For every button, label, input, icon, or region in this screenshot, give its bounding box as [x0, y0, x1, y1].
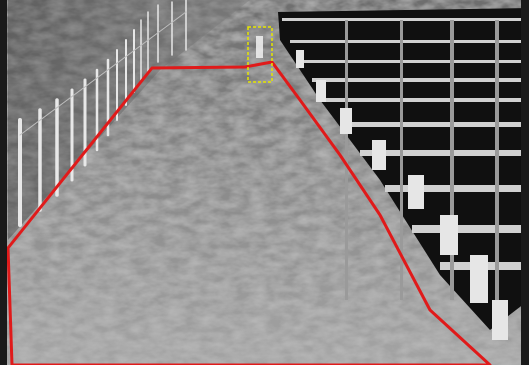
target-box [247, 26, 273, 83]
fence [18, 0, 187, 227]
left-border [0, 0, 7, 365]
right-border [521, 0, 529, 365]
detection-zone [6, 60, 492, 365]
solar-panels [278, 8, 529, 340]
person-heat [256, 36, 263, 58]
